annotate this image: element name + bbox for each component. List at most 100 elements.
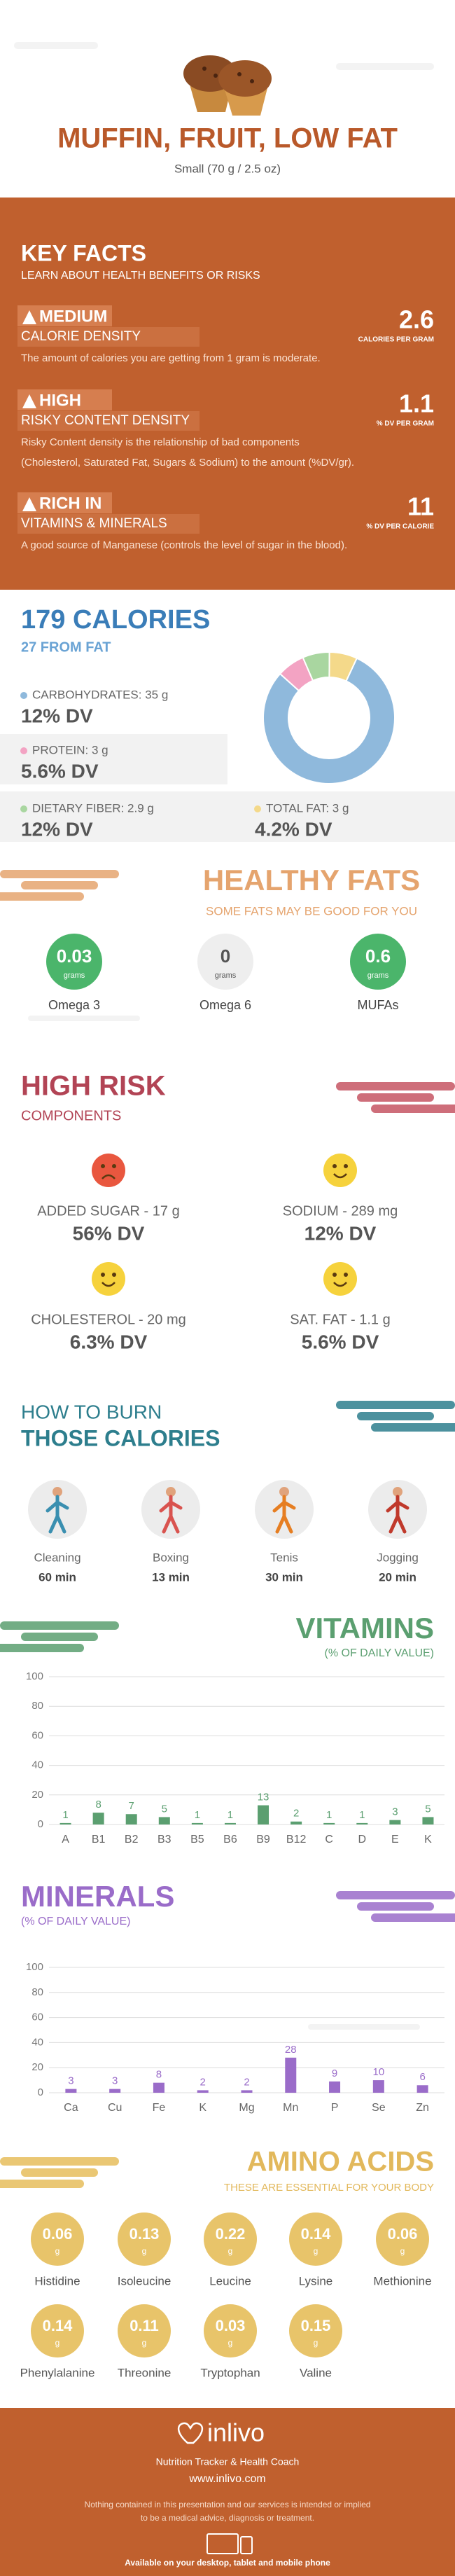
amino-circle xyxy=(204,2213,257,2266)
face-eye xyxy=(101,1273,105,1277)
value-label: 28 xyxy=(285,2044,297,2056)
amino-unit: g xyxy=(228,2246,233,2256)
fat-value: 0.6 xyxy=(365,946,391,967)
section-subtitle: LEARN ABOUT HEALTH BENEFITS OR RISKS xyxy=(21,270,260,282)
row-bg xyxy=(0,734,227,784)
amino-name: Phenylalanine xyxy=(20,2366,95,2379)
bar xyxy=(197,2090,209,2093)
fact-level: MEDIUM xyxy=(39,307,107,326)
muffin-icon xyxy=(183,55,272,116)
face-mouth xyxy=(102,1174,115,1179)
x-tick-label: Mg xyxy=(239,2102,254,2114)
face-eye xyxy=(112,1164,116,1168)
section-subtitle: 27 FROM FAT xyxy=(21,639,111,655)
exercise-time: 20 min xyxy=(379,1570,416,1584)
figure-body xyxy=(386,1495,410,1534)
chart-title: MINERALS xyxy=(21,1880,174,1913)
fact-name-box xyxy=(18,514,200,534)
x-tick-label: Mn xyxy=(283,2102,298,2114)
url: www.inlivo.com xyxy=(188,2473,265,2485)
y-tick-label: 60 xyxy=(31,2011,43,2023)
risk-dv: 56% DV xyxy=(73,1222,145,1244)
bar xyxy=(241,2090,253,2093)
decor-bar xyxy=(357,1412,434,1420)
amino-circle xyxy=(31,2304,84,2357)
fat-circle xyxy=(197,934,253,990)
bar xyxy=(92,1813,104,1824)
amino-value: 0.14 xyxy=(43,2317,74,2334)
figure-body xyxy=(46,1495,69,1534)
bar xyxy=(109,2089,121,2093)
value-label: 10 xyxy=(372,2066,384,2078)
amino-circle xyxy=(376,2213,429,2266)
risk-dv: 5.6% DV xyxy=(302,1331,379,1352)
face-icon xyxy=(92,1154,125,1187)
section-title: AMINO ACIDS xyxy=(247,2147,434,2177)
nutrient-dv: 12% DV xyxy=(21,705,93,726)
figure-head xyxy=(52,1487,62,1497)
face-mouth xyxy=(333,1282,347,1287)
chart-title: VITAMINS xyxy=(295,1612,434,1644)
amino-value: 0.11 xyxy=(130,2317,159,2334)
value-label: 1 xyxy=(62,1809,68,1821)
face-eye xyxy=(332,1273,337,1277)
x-tick-label: B12 xyxy=(286,1834,307,1846)
chart-subtitle: (% OF DAILY VALUE) xyxy=(21,1916,130,1927)
x-tick-label: K xyxy=(199,2102,206,2114)
x-tick-label: B3 xyxy=(158,1834,172,1846)
amino-circle xyxy=(289,2213,342,2266)
face-eye xyxy=(344,1273,348,1277)
fact-icon xyxy=(22,394,36,408)
amino-circle xyxy=(118,2304,171,2357)
decoration xyxy=(14,42,434,2030)
bar xyxy=(65,2089,77,2093)
device-icon xyxy=(206,2533,239,2554)
value-label: 5 xyxy=(162,1803,167,1815)
amino-circle xyxy=(289,2304,342,2357)
amino-circle xyxy=(118,2213,171,2266)
figure-head xyxy=(279,1487,289,1497)
fact-level: HIGH xyxy=(39,391,81,410)
fat-name: MUFAs xyxy=(357,998,398,1012)
face-eye xyxy=(344,1164,348,1168)
x-tick-label: Ca xyxy=(64,2102,78,2114)
decor-bar xyxy=(371,1913,455,1922)
donut-slice xyxy=(328,651,358,682)
value-label: 1 xyxy=(359,1809,365,1821)
exercise-time: 13 min xyxy=(152,1570,190,1584)
fat-unit: grams xyxy=(215,971,237,980)
value-label: 8 xyxy=(156,2069,162,2081)
exercise-name: Cleaning xyxy=(34,1551,80,1564)
value-label: 13 xyxy=(258,1792,270,1803)
fact-description: A good source of Manganese (controls the… xyxy=(21,539,347,551)
face-icon xyxy=(92,1262,125,1296)
section-title: HEALTHY FATS xyxy=(203,864,420,896)
amino-unit: g xyxy=(400,2246,405,2256)
legend-dot xyxy=(254,805,261,812)
nutrient-label: DIETARY FIBER: 2.9 g xyxy=(32,801,154,815)
face-eye xyxy=(332,1164,337,1168)
exercise-time: 60 min xyxy=(38,1570,76,1584)
decor-bar xyxy=(0,892,84,901)
fact-level: RICH IN xyxy=(39,494,102,513)
face-icon xyxy=(323,1262,357,1296)
exercise-time: 30 min xyxy=(265,1570,303,1584)
chart-subtitle: (% OF DAILY VALUE) xyxy=(325,1647,434,1659)
fact-name-box xyxy=(18,411,200,431)
decor-bar xyxy=(0,1621,119,1630)
value-label: 2 xyxy=(293,1808,299,1820)
fact-name-box xyxy=(18,327,200,347)
section-subtitle: SOME FATS MAY BE GOOD FOR YOU xyxy=(206,904,417,917)
fact-icon xyxy=(22,497,36,511)
face-mouth xyxy=(333,1173,347,1179)
bar xyxy=(422,1817,434,1824)
nutrient-label: TOTAL FAT: 3 g xyxy=(266,801,349,815)
figure-head xyxy=(166,1487,176,1497)
y-tick-label: 40 xyxy=(31,2036,43,2048)
risk-name: SAT. FAT - 1.1 g xyxy=(290,1312,390,1327)
bar xyxy=(158,1817,170,1824)
amino-value: 0.22 xyxy=(216,2225,246,2243)
fat-unit: grams xyxy=(368,971,389,980)
decor-bar xyxy=(371,1423,455,1432)
